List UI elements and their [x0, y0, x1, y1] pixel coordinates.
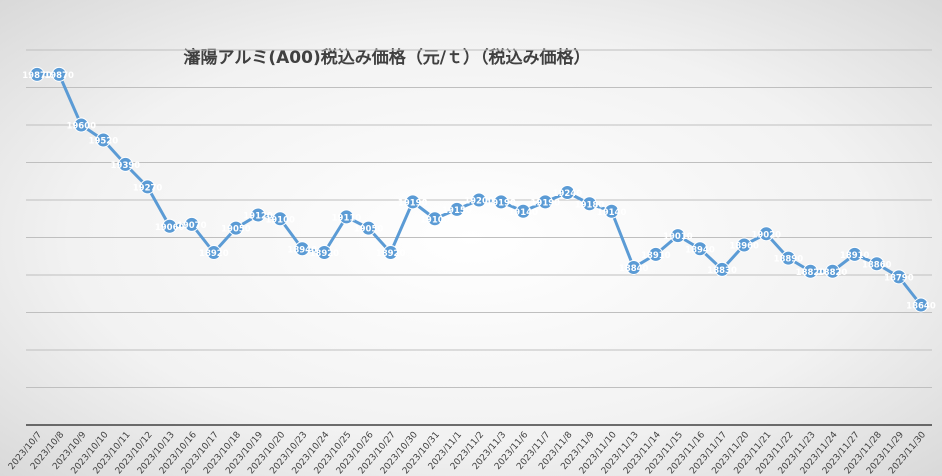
marker — [515, 203, 531, 219]
marker — [383, 245, 399, 260]
marker — [537, 194, 553, 210]
data-label: 18860 — [862, 260, 892, 270]
data-label: 19190 — [398, 198, 428, 208]
marker — [361, 220, 377, 236]
data-label: 18910 — [641, 251, 671, 261]
marker — [559, 185, 575, 200]
marker — [825, 263, 841, 279]
marker — [95, 132, 111, 148]
marker — [184, 216, 200, 232]
marker — [802, 263, 818, 279]
data-label: 19150 — [442, 206, 472, 216]
data-label: 19180 — [575, 200, 605, 210]
marker — [294, 241, 310, 257]
data-label: 19120 — [243, 212, 273, 222]
data-label: 18960 — [729, 242, 759, 252]
data-label: 19390 — [111, 161, 141, 171]
line — [37, 72, 923, 306]
data-label: 19870 — [22, 71, 52, 81]
data-label: 19870 — [44, 71, 74, 81]
marker — [493, 194, 509, 210]
data-label: 19100 — [265, 215, 295, 225]
marker — [471, 192, 487, 208]
marker — [29, 66, 45, 82]
data-label: 19200 — [464, 197, 494, 207]
marker — [405, 194, 421, 210]
marker — [692, 241, 708, 257]
data-label: 19270 — [133, 183, 163, 193]
chart-title: 瀋陽アルミ(A00)税込み価格（元/ｔ）（税込み価格） — [184, 47, 591, 68]
data-label: 18920 — [376, 249, 406, 259]
marker — [162, 218, 178, 234]
marker — [670, 228, 686, 244]
marker — [847, 246, 863, 262]
data-label: 19110 — [332, 213, 362, 223]
marker — [117, 156, 133, 172]
data-label: 18910 — [840, 251, 870, 261]
data-label: 19060 — [155, 223, 185, 233]
marker — [581, 196, 597, 212]
marker — [449, 201, 465, 217]
data-label: 18820 — [818, 268, 848, 278]
marker — [780, 250, 796, 266]
marker — [316, 245, 332, 260]
marker — [427, 211, 443, 227]
data-label: 18920 — [310, 249, 340, 259]
data-label: 18920 — [199, 249, 229, 259]
marker — [648, 246, 664, 262]
marker — [758, 226, 774, 242]
data-label: 19190 — [486, 198, 516, 208]
data-label: 18840 — [619, 264, 649, 274]
data-label: 19140 — [597, 208, 627, 218]
marker — [626, 260, 642, 275]
data-label: 19010 — [663, 232, 693, 242]
marker — [250, 207, 266, 223]
data-label: 19600 — [66, 122, 96, 132]
data-label: 18790 — [884, 273, 914, 283]
data-label: 19050 — [221, 225, 251, 235]
marker — [913, 297, 929, 313]
data-label: 19070 — [177, 221, 207, 231]
marker — [604, 203, 620, 219]
data-label: 18830 — [707, 266, 737, 276]
marker — [869, 256, 885, 272]
marker — [714, 261, 730, 277]
marker — [891, 269, 907, 285]
marker — [140, 179, 156, 195]
data-label: 19190 — [531, 198, 561, 208]
marker — [338, 209, 354, 225]
data-label: 19020 — [751, 230, 781, 240]
data-label: 18890 — [774, 255, 804, 265]
marker — [51, 66, 67, 82]
data-label: 18940 — [287, 245, 317, 255]
data-label: 19520 — [89, 137, 119, 147]
data-label: 19050 — [354, 225, 384, 235]
marker — [73, 117, 89, 133]
marker — [736, 237, 752, 253]
marker — [272, 211, 288, 227]
data-label: 19240 — [553, 189, 583, 199]
marker — [206, 245, 222, 260]
data-label: 19100 — [420, 215, 450, 225]
data-label: 18640 — [906, 302, 936, 312]
marker — [228, 220, 244, 236]
data-label: 18940 — [685, 245, 715, 255]
data-label: 19140 — [508, 208, 538, 218]
data-label: 18820 — [796, 268, 826, 278]
